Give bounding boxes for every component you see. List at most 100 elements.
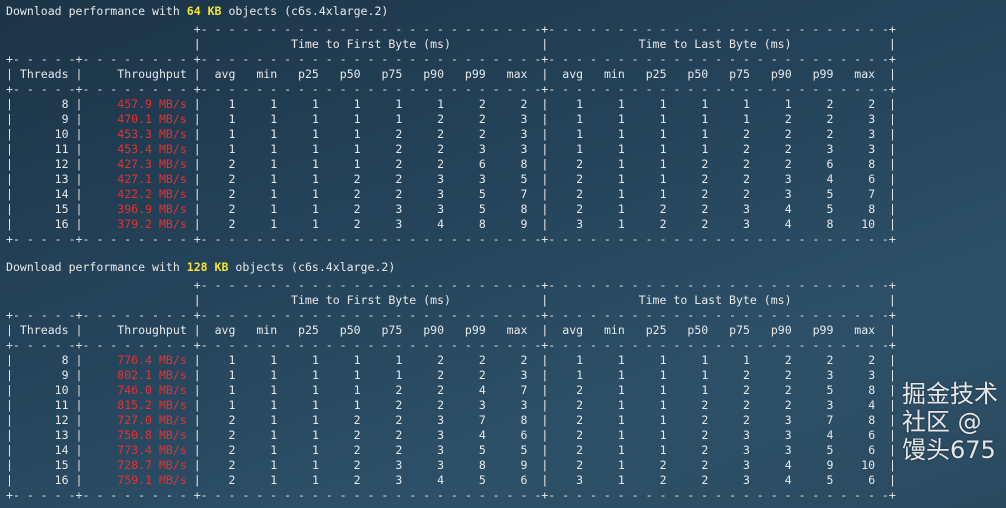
ttlb-cell: 1 [659, 383, 667, 397]
column-header: p99 [812, 67, 834, 81]
ttfb-cell: 2 [437, 127, 445, 141]
column-header: p90 [770, 323, 792, 337]
column-header: max [854, 323, 876, 337]
ttlb-cell: 1 [701, 383, 709, 397]
ttfb-cell: 1 [228, 142, 236, 156]
table-separator: +- - - - -+- - - - - - - - +- - - - - - … [6, 52, 896, 66]
threads-cell: 10 [54, 383, 69, 397]
title-suffix: objects (c6s.4xlarge.2) [235, 260, 396, 274]
threads-cell: 16 [54, 217, 69, 231]
ttlb-cell: 1 [659, 398, 667, 412]
table-row: | 12 | 727.0 MB/s | 2 1 1 2 2 3 7 8 | 2 … [6, 413, 896, 427]
ttfb-cell: 1 [353, 97, 361, 111]
ttlb-cell: 2 [576, 383, 584, 397]
ttlb-cell: 3 [576, 473, 584, 487]
ttfb-cell: 1 [311, 142, 319, 156]
ttfb-cell: 1 [311, 443, 319, 457]
ttfb-cell: 8 [478, 217, 486, 231]
title-suffix: objects (c6s.4xlarge.2) [228, 4, 389, 18]
ttfb-cell: 3 [437, 458, 445, 472]
throughput-cell: 453.4 MB/s [117, 142, 187, 156]
ttfb-cell: 4 [437, 217, 445, 231]
column-header: min [256, 323, 278, 337]
ttlb-cell: 1 [576, 142, 584, 156]
ttfb-cell: 2 [395, 413, 403, 427]
group-header-row: | Time to First Byte (ms) | Time to Last… [6, 37, 896, 51]
table-row: | 8 | 457.9 MB/s | 1 1 1 1 1 1 2 2 | 1 1… [6, 97, 896, 111]
ttfb-cell: 2 [478, 368, 486, 382]
ttfb-cell: 2 [228, 458, 236, 472]
table-row: | 11 | 815.2 MB/s | 1 1 1 1 2 2 3 3 | 2 … [6, 398, 896, 412]
ttfb-cell: 3 [520, 127, 528, 141]
ttfb-cell: 1 [311, 217, 319, 231]
ttlb-cell: 2 [784, 157, 792, 171]
ttlb-cell: 1 [617, 443, 625, 457]
ttfb-cell: 1 [228, 97, 236, 111]
ttlb-cell: 1 [701, 112, 709, 126]
ttfb-cell: 1 [228, 398, 236, 412]
ttfb-cell: 3 [520, 398, 528, 412]
ttlb-cell: 3 [826, 142, 834, 156]
ttfb-cell: 2 [353, 428, 361, 442]
ttfb-cell: 4 [478, 428, 486, 442]
column-header: avg [214, 67, 236, 81]
table-row: | 11 | 453.4 MB/s | 1 1 1 1 2 2 3 3 | 1 … [6, 142, 896, 156]
ttlb-cell: 4 [784, 473, 792, 487]
ttlb-cell: 2 [576, 413, 584, 427]
ttlb-cell: 1 [743, 97, 750, 111]
table-separator: +- - - - - - - - - - - - - - - - - - - -… [6, 278, 896, 292]
ttlb-cell: 6 [868, 172, 876, 186]
throughput-cell: 427.1 MB/s [117, 172, 187, 186]
threads-cell: 14 [54, 187, 69, 201]
ttlb-cell: 4 [826, 428, 834, 442]
ttlb-cell: 2 [868, 97, 876, 111]
throughput-cell: 728.7 MB/s [117, 458, 187, 472]
ttlb-cell: 3 [868, 127, 876, 141]
ttfb-cell: 1 [270, 202, 278, 216]
throughput-cell: 470.1 MB/s [117, 112, 187, 126]
ttlb-cell: 1 [617, 473, 625, 487]
ttfb-cell: 1 [353, 127, 361, 141]
throughput-cell: 750.8 MB/s [117, 428, 187, 442]
throughput-cell: 427.3 MB/s [117, 157, 187, 171]
ttlb-cell: 5 [826, 383, 834, 397]
table-row: | 14 | 773.4 MB/s | 2 1 1 2 2 3 5 5 | 2 … [6, 443, 896, 457]
ttlb-cell: 2 [826, 353, 834, 367]
group-header: Time to First Byte (ms) [291, 37, 451, 51]
ttfb-cell: 1 [395, 368, 403, 382]
throughput-cell: 727.0 MB/s [117, 413, 187, 427]
threads-cell: 10 [54, 127, 69, 141]
ttlb-cell: 2 [576, 187, 584, 201]
ttlb-cell: 7 [868, 187, 876, 201]
ttlb-cell: 2 [701, 202, 709, 216]
table-separator: +- - - - - - - - - - - - - - - - - - - -… [6, 22, 896, 36]
title-prefix: Download performance with [6, 4, 180, 18]
ttlb-cell: 1 [617, 142, 625, 156]
ttfb-cell: 2 [478, 97, 486, 111]
threads-cell: 15 [54, 202, 69, 216]
threads-cell: 8 [61, 97, 69, 111]
ttfb-cell: 1 [311, 368, 319, 382]
ttfb-cell: 1 [270, 172, 278, 186]
throughput-cell: 746.0 MB/s [117, 383, 187, 397]
ttlb-cell: 2 [576, 202, 584, 216]
ttlb-cell: 2 [784, 398, 792, 412]
ttfb-cell: 1 [228, 383, 236, 397]
ttfb-cell: 1 [270, 398, 278, 412]
ttfb-cell: 1 [395, 353, 403, 367]
ttfb-cell: 1 [270, 353, 278, 367]
column-header: p99 [464, 323, 486, 337]
ttfb-cell: 2 [395, 428, 403, 442]
ttlb-cell: 2 [701, 443, 709, 457]
column-header: min [603, 323, 625, 337]
threads-cell: 13 [54, 428, 69, 442]
ttfb-cell: 3 [437, 413, 445, 427]
ttfb-cell: 1 [311, 157, 319, 171]
ttlb-cell: 2 [743, 172, 750, 186]
table-row: | 9 | 802.1 MB/s | 1 1 1 1 1 2 2 3 | 1 1… [6, 368, 896, 382]
ttfb-cell: 1 [311, 202, 319, 216]
table-title: Download performance with 128 KB objects… [6, 260, 896, 275]
ttfb-cell: 6 [520, 428, 528, 442]
ttfb-cell: 2 [437, 398, 445, 412]
ttfb-cell: 5 [478, 187, 486, 201]
